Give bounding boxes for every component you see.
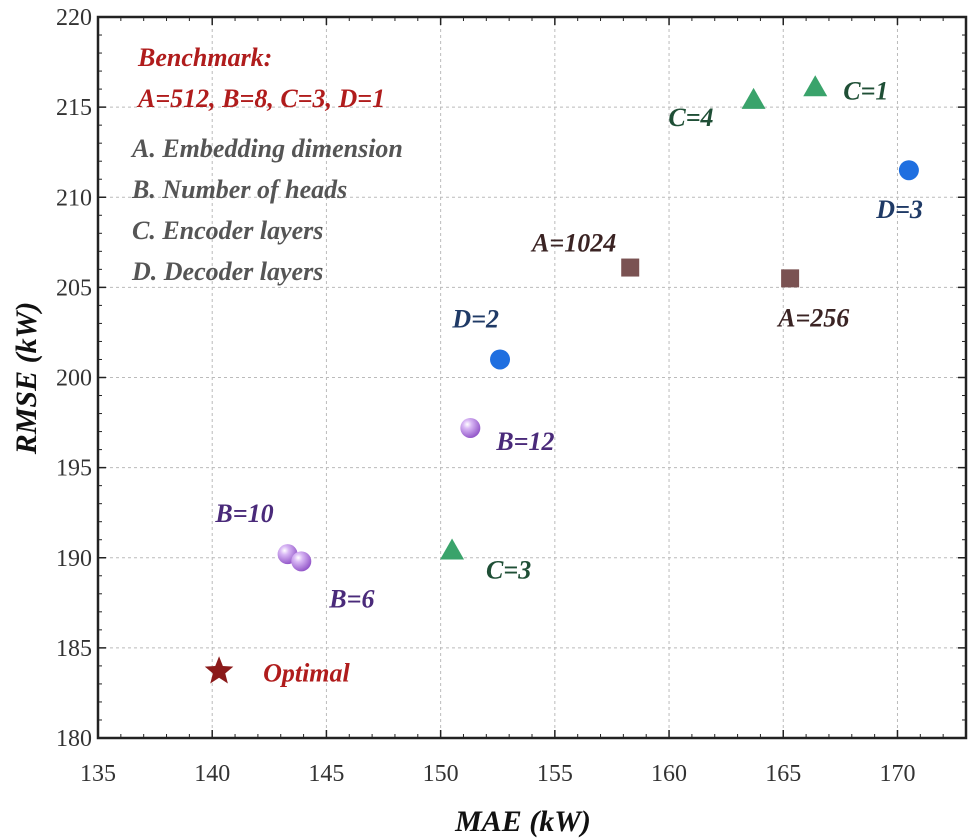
data-label: B=6 (328, 584, 374, 613)
x-tick-label: 165 (765, 761, 801, 787)
x-tick-label: 170 (879, 761, 915, 787)
x-tick-label: 150 (423, 761, 459, 787)
legend: Benchmark: A=512, B=8, C=3, D=1 A. Embed… (130, 43, 403, 286)
x-axis-title: MAE (kW) (454, 805, 591, 838)
data-label: A=256 (776, 303, 849, 332)
data-label: D=3 (875, 195, 923, 224)
data-point-d-2 (490, 349, 511, 370)
data-point-a-256 (781, 269, 800, 288)
y-tick-label: 185 (56, 636, 92, 662)
legend-item: A. Embedding dimension (130, 134, 403, 163)
data-point-c-3 (440, 538, 465, 560)
data-point-a-1024 (621, 258, 640, 277)
y-axis-title: RMSE (kW) (10, 302, 43, 456)
data-point-c-4 (741, 87, 766, 109)
data-point-optimal (204, 656, 234, 684)
y-tick-label: 200 (56, 366, 92, 392)
y-tick-label: 215 (56, 95, 92, 121)
grid (98, 17, 966, 738)
data-label: C=3 (486, 556, 531, 585)
plot-frame (96, 15, 968, 740)
legend-benchmark: A=512, B=8, C=3, D=1 (136, 84, 385, 113)
data-point-d-3 (898, 160, 919, 181)
data-label: B=12 (495, 427, 554, 456)
data-labels: A=1024 A=256 B=12 B=10 B=6 C=4 C=1 C=3 D=3 D=2 Opt… (214, 76, 922, 687)
legend-item: C. Encoder layers (132, 216, 323, 245)
y-tick-label: 205 (56, 275, 92, 301)
data-label: B=10 (214, 499, 273, 528)
x-tick-label: 140 (194, 761, 230, 787)
data-point-b-12 (460, 417, 481, 438)
tick-labels: 135 140 145 150 155 160 165 170 180 185 190 195 200 2… (56, 5, 915, 787)
legend-item: D. Decoder layers (131, 257, 323, 286)
y-tick-label: 210 (56, 185, 92, 211)
data-points (204, 75, 919, 684)
data-label: A=1024 (530, 229, 616, 258)
legend-item: B. Number of heads (131, 175, 347, 204)
y-tick-label: 195 (56, 456, 92, 482)
data-label: Optimal (263, 658, 350, 687)
data-label: C=1 (843, 76, 888, 105)
x-tick-label: 145 (308, 761, 344, 787)
x-tick-label: 155 (537, 761, 573, 787)
data-point-c-1 (803, 75, 828, 97)
data-label: D=2 (451, 304, 499, 333)
y-tick-label: 190 (56, 546, 92, 572)
data-label: C=4 (668, 103, 713, 132)
x-tick-label: 160 (651, 761, 687, 787)
x-tick-label: 135 (80, 761, 116, 787)
y-tick-label: 180 (56, 726, 92, 752)
y-tick-label: 220 (56, 5, 92, 31)
legend-title: Benchmark: (137, 43, 272, 72)
data-point-b-6 (291, 551, 312, 572)
